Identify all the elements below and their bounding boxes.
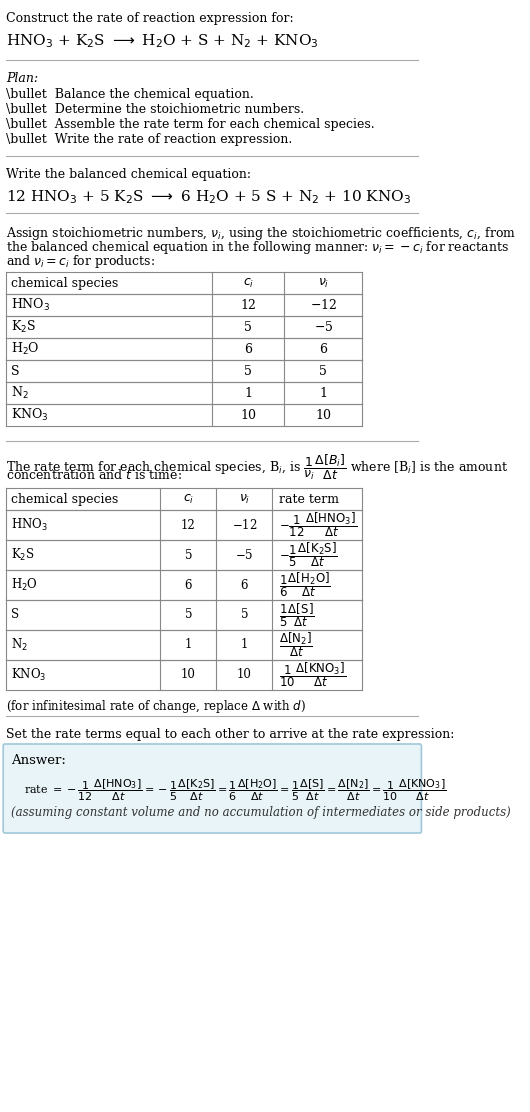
Text: Assign stoichiometric numbers, $\nu_i$, using the stoichiometric coefficients, $: Assign stoichiometric numbers, $\nu_i$, … <box>6 225 516 242</box>
Text: Construct the rate of reaction expression for:: Construct the rate of reaction expressio… <box>6 12 294 24</box>
Text: rate $= -\dfrac{1}{12}\dfrac{\Delta[\mathrm{HNO_3}]}{\Delta t} = -\dfrac{1}{5}\d: rate $= -\dfrac{1}{12}\dfrac{\Delta[\mat… <box>24 778 446 804</box>
Text: 10: 10 <box>241 408 257 421</box>
Text: 5: 5 <box>184 548 192 562</box>
Text: K$_2$S: K$_2$S <box>11 319 36 335</box>
FancyBboxPatch shape <box>3 744 421 833</box>
Text: $\nu_i$: $\nu_i$ <box>317 277 329 289</box>
Text: chemical species: chemical species <box>11 493 119 506</box>
Text: 1: 1 <box>184 638 192 652</box>
Text: \bullet  Determine the stoichiometric numbers.: \bullet Determine the stoichiometric num… <box>6 103 305 116</box>
Text: $-\dfrac{1}{5}\dfrac{\Delta[\mathrm{K_2S}]}{\Delta t}$: $-\dfrac{1}{5}\dfrac{\Delta[\mathrm{K_2S… <box>279 540 338 569</box>
Text: 12 HNO$_3$ + 5 K$_2$S $\longrightarrow$ 6 H$_2$O + 5 S + N$_2$ + 10 KNO$_3$: 12 HNO$_3$ + 5 K$_2$S $\longrightarrow$ … <box>6 188 411 206</box>
Text: 12: 12 <box>241 298 257 311</box>
Text: HNO$_3$: HNO$_3$ <box>11 297 50 314</box>
Text: $-$12: $-$12 <box>232 518 257 532</box>
Text: $\nu_i$: $\nu_i$ <box>238 493 250 506</box>
Text: Set the rate terms equal to each other to arrive at the rate expression:: Set the rate terms equal to each other t… <box>6 728 455 741</box>
Text: $-$5: $-$5 <box>235 548 253 562</box>
Text: $-$5: $-$5 <box>314 320 333 334</box>
Text: (for infinitesimal rate of change, replace $\Delta$ with $d$): (for infinitesimal rate of change, repla… <box>6 698 306 715</box>
Text: $\dfrac{\Delta[\mathrm{N_2}]}{\Delta t}$: $\dfrac{\Delta[\mathrm{N_2}]}{\Delta t}$ <box>279 631 313 659</box>
Text: 12: 12 <box>181 518 196 532</box>
Text: The rate term for each chemical species, B$_i$, is $\dfrac{1}{\nu_i}\dfrac{\Delt: The rate term for each chemical species,… <box>6 453 508 483</box>
Text: \bullet  Balance the chemical equation.: \bullet Balance the chemical equation. <box>6 88 254 101</box>
Text: rate term: rate term <box>279 493 339 506</box>
Text: (assuming constant volume and no accumulation of intermediates or side products): (assuming constant volume and no accumul… <box>11 806 511 820</box>
Text: H$_2$O: H$_2$O <box>11 577 38 593</box>
Text: 5: 5 <box>244 320 252 334</box>
Text: 5: 5 <box>320 365 327 377</box>
Text: KNO$_3$: KNO$_3$ <box>11 407 49 423</box>
Text: 1: 1 <box>244 387 252 399</box>
Text: chemical species: chemical species <box>11 277 119 289</box>
Text: 5: 5 <box>241 608 248 622</box>
Text: $-\dfrac{1}{12}\dfrac{\Delta[\mathrm{HNO_3}]}{\Delta t}$: $-\dfrac{1}{12}\dfrac{\Delta[\mathrm{HNO… <box>279 510 357 539</box>
Text: N$_2$: N$_2$ <box>11 637 28 653</box>
Text: 1: 1 <box>241 638 248 652</box>
Text: 10: 10 <box>181 668 196 682</box>
Text: $\dfrac{1}{5}\dfrac{\Delta[\mathrm{S}]}{\Delta t}$: $\dfrac{1}{5}\dfrac{\Delta[\mathrm{S}]}{… <box>279 602 314 629</box>
Text: $c_i$: $c_i$ <box>183 493 194 506</box>
Text: HNO$_3$ + K$_2$S $\longrightarrow$ H$_2$O + S + N$_2$ + KNO$_3$: HNO$_3$ + K$_2$S $\longrightarrow$ H$_2$… <box>6 32 319 50</box>
Text: 5: 5 <box>244 365 252 377</box>
Text: 6: 6 <box>184 578 192 592</box>
Text: 6: 6 <box>319 342 327 356</box>
Text: 10: 10 <box>237 668 252 682</box>
Text: 6: 6 <box>244 342 252 356</box>
Text: S: S <box>11 608 19 622</box>
Text: K$_2$S: K$_2$S <box>11 547 35 563</box>
Text: $\dfrac{1}{10}\dfrac{\Delta[\mathrm{KNO_3}]}{\Delta t}$: $\dfrac{1}{10}\dfrac{\Delta[\mathrm{KNO_… <box>279 661 346 689</box>
Text: $\dfrac{1}{6}\dfrac{\Delta[\mathrm{H_2O}]}{\Delta t}$: $\dfrac{1}{6}\dfrac{\Delta[\mathrm{H_2O}… <box>279 570 331 599</box>
Text: HNO$_3$: HNO$_3$ <box>11 517 48 533</box>
Text: 5: 5 <box>184 608 192 622</box>
Text: 10: 10 <box>315 408 331 421</box>
Text: $-$12: $-$12 <box>310 298 337 312</box>
Text: Plan:: Plan: <box>6 72 39 85</box>
Text: and $\nu_i = c_i$ for products:: and $\nu_i = c_i$ for products: <box>6 254 156 270</box>
Text: \bullet  Assemble the rate term for each chemical species.: \bullet Assemble the rate term for each … <box>6 118 375 131</box>
Text: the balanced chemical equation in the following manner: $\nu_i = -c_i$ for react: the balanced chemical equation in the fo… <box>6 239 509 256</box>
Text: Answer:: Answer: <box>11 754 66 767</box>
Text: Write the balanced chemical equation:: Write the balanced chemical equation: <box>6 168 251 181</box>
Text: KNO$_3$: KNO$_3$ <box>11 667 47 683</box>
Text: 6: 6 <box>241 578 248 592</box>
Text: S: S <box>11 365 20 377</box>
Text: N$_2$: N$_2$ <box>11 385 29 401</box>
Text: $c_i$: $c_i$ <box>243 277 254 289</box>
Text: H$_2$O: H$_2$O <box>11 341 40 357</box>
Text: 1: 1 <box>319 387 327 399</box>
Text: concentration and $t$ is time:: concentration and $t$ is time: <box>6 468 182 481</box>
Text: \bullet  Write the rate of reaction expression.: \bullet Write the rate of reaction expre… <box>6 133 293 146</box>
